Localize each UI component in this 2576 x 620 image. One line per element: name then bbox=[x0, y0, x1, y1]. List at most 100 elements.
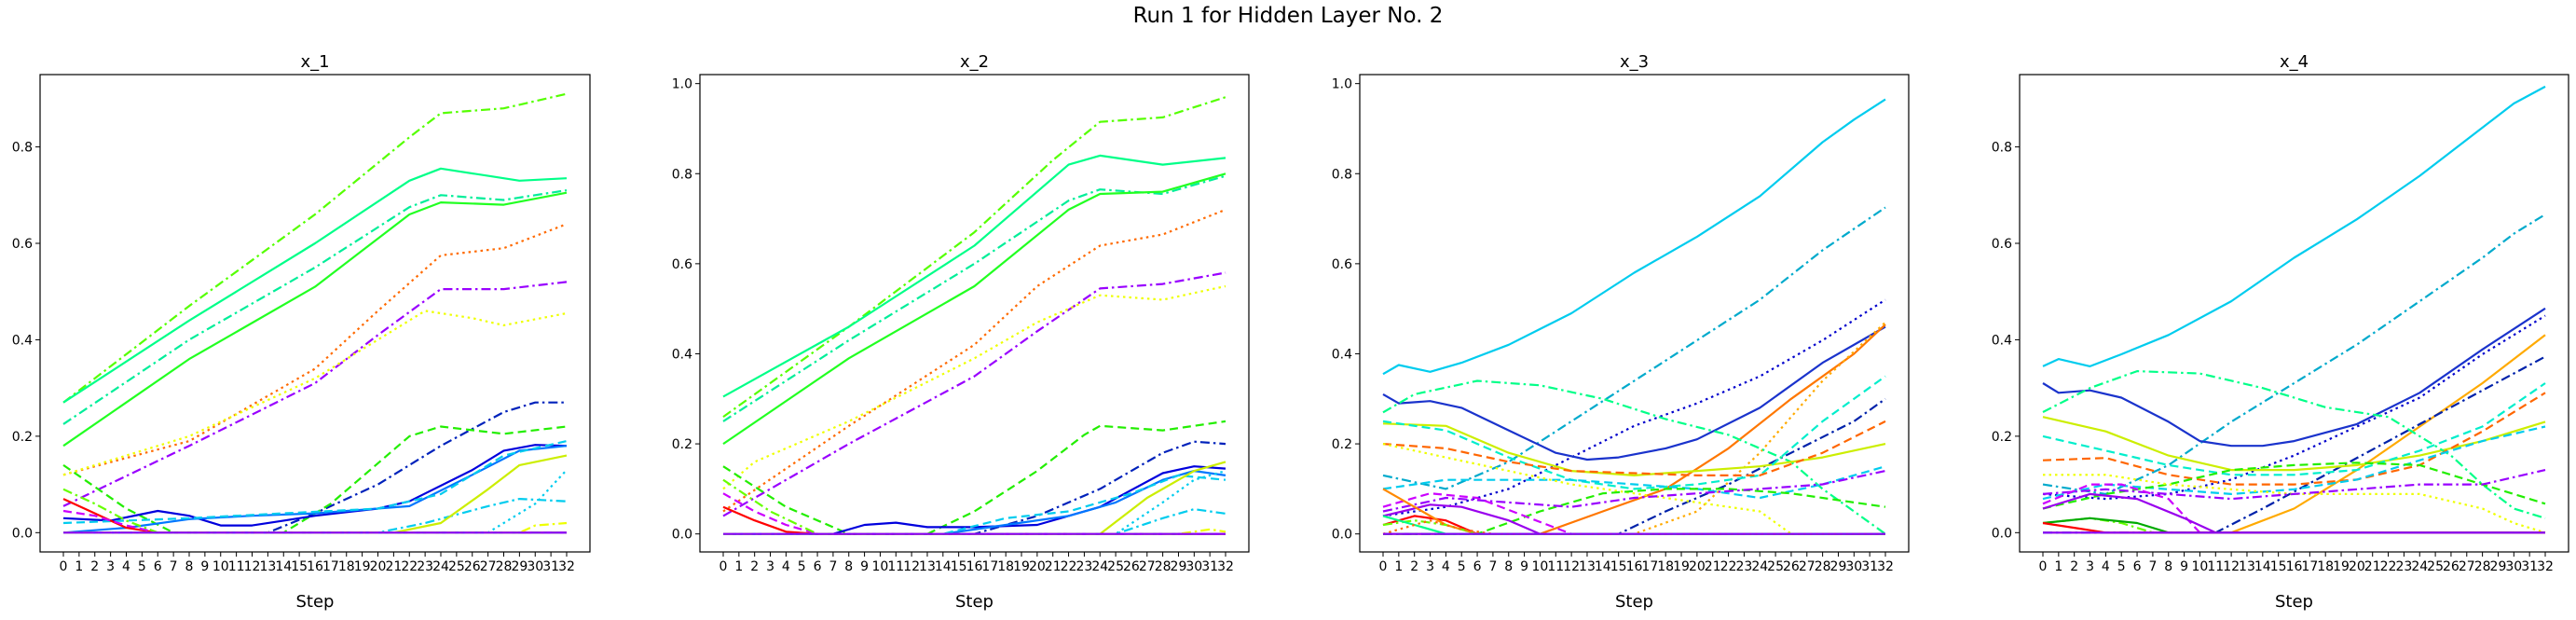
x-tick-label: 0 bbox=[1379, 559, 1388, 574]
y-tick-label: 0.0 bbox=[1332, 528, 1352, 543]
x-tick-label: 0 bbox=[2039, 559, 2048, 574]
x-tick-label: 10 bbox=[2192, 559, 2209, 574]
x-tick-label: 2 bbox=[1410, 559, 1418, 574]
series-line-1 bbox=[2042, 214, 2546, 495]
x-tick-label: 3 bbox=[766, 559, 774, 574]
x-tick-label: 28 bbox=[2474, 559, 2491, 574]
x-tick-label: 27 bbox=[480, 559, 497, 574]
x-tick-label: 18 bbox=[997, 559, 1014, 574]
y-tick-label: 0.6 bbox=[1992, 237, 2012, 252]
series-line-13 bbox=[1383, 488, 1886, 535]
x-tick-label: 16 bbox=[966, 559, 983, 574]
y-tick-label: 0.2 bbox=[12, 430, 33, 445]
series-line-7 bbox=[722, 420, 1226, 535]
series-group bbox=[1382, 98, 1886, 535]
x-tick-label: 8 bbox=[2164, 559, 2172, 574]
x-tick-label: 4 bbox=[1442, 559, 1450, 574]
x-tick-label: 26 bbox=[1783, 559, 1800, 574]
x-tick-label: 8 bbox=[185, 559, 194, 574]
series-group bbox=[2042, 85, 2546, 534]
series-line-11 bbox=[1382, 465, 1886, 500]
x-tick-label: 9 bbox=[860, 559, 869, 574]
series-line-10 bbox=[1382, 420, 1886, 476]
x-tick-label: 31 bbox=[542, 559, 559, 574]
x-tick-label: 21 bbox=[2364, 559, 2381, 574]
x-tick-label: 22 bbox=[1720, 559, 1737, 574]
x-tick-label: 20 bbox=[2349, 559, 2365, 574]
x-tick-label: 21 bbox=[385, 559, 402, 574]
x-tick-label: 25 bbox=[1767, 559, 1784, 574]
x-tick-label: 15 bbox=[2270, 559, 2287, 574]
chart-panel-x_4: 0 1 2 3 4 5 6 7 8 9 10 11 12 13 14 15 16 17 18 19 20 21 22 23 24… bbox=[1992, 52, 2569, 612]
series-line-3 bbox=[62, 191, 568, 448]
x-tick-label: 20 bbox=[1029, 559, 1046, 574]
x-tick-label: 8 bbox=[844, 559, 853, 574]
x-tick-label: 23 bbox=[1735, 559, 1752, 574]
y-tick-label: 0.0 bbox=[1992, 526, 2012, 541]
x-tick-label: 13 bbox=[2239, 559, 2255, 574]
x-tick-label: 13 bbox=[259, 559, 276, 574]
x-axis-label: Step bbox=[2275, 592, 2313, 612]
series-line-9 bbox=[1382, 375, 1886, 490]
series-line-5 bbox=[722, 271, 1226, 517]
series-line-0 bbox=[62, 92, 568, 404]
x-tick-label: 7 bbox=[829, 559, 837, 574]
x-tick-label: 1 bbox=[734, 559, 743, 574]
panel-title: x_4 bbox=[2280, 52, 2309, 72]
x-tick-label: 3 bbox=[2086, 559, 2094, 574]
series-line-8 bbox=[62, 425, 568, 534]
x-tick-label: 26 bbox=[1123, 559, 1140, 574]
x-tick-label: 25 bbox=[448, 559, 465, 574]
x-tick-label: 12 bbox=[244, 559, 261, 574]
series-line-17 bbox=[2042, 517, 2545, 534]
series-line-18 bbox=[63, 521, 568, 534]
x-tick-label: 28 bbox=[1155, 559, 1172, 574]
x-tick-label: 6 bbox=[814, 559, 822, 574]
x-tick-label: 16 bbox=[307, 559, 323, 574]
series-line-6 bbox=[1383, 397, 1886, 535]
y-tick-label: 0.2 bbox=[1992, 430, 2012, 445]
y-tick-label: 0.8 bbox=[12, 141, 33, 156]
x-tick-label: 3 bbox=[106, 559, 115, 574]
x-tick-label: 18 bbox=[1657, 559, 1674, 574]
series-line-13 bbox=[2042, 469, 2546, 501]
series-line-16 bbox=[62, 488, 567, 534]
series-line-9 bbox=[723, 465, 1226, 535]
series-line-8 bbox=[2042, 382, 2546, 476]
series-line-1 bbox=[722, 154, 1226, 398]
x-tick-label: 13 bbox=[919, 559, 936, 574]
x-tick-label: 19 bbox=[1013, 559, 1030, 574]
x-axis-label: Step bbox=[1615, 592, 1653, 612]
series-line-4 bbox=[62, 223, 568, 476]
series-line-17 bbox=[1382, 515, 1885, 535]
x-tick-label: 15 bbox=[951, 559, 967, 574]
x-tick-label: 11 bbox=[2207, 559, 2224, 574]
series-line-2 bbox=[2042, 307, 2546, 448]
x-tick-label: 11 bbox=[1547, 559, 1564, 574]
x-tick-label: 14 bbox=[935, 559, 952, 574]
x-tick-label: 16 bbox=[2286, 559, 2303, 574]
series-line-7 bbox=[63, 401, 567, 534]
x-tick-label: 16 bbox=[1626, 559, 1643, 574]
x-tick-label: 9 bbox=[200, 559, 209, 574]
x-tick-label: 11 bbox=[228, 559, 245, 574]
x-tick-label: 21 bbox=[1045, 559, 1062, 574]
series-line-3 bbox=[1382, 325, 1886, 462]
x-tick-label: 11 bbox=[887, 559, 904, 574]
series-line-3 bbox=[722, 172, 1226, 446]
x-tick-label: 2 bbox=[2070, 559, 2078, 574]
series-line-6 bbox=[62, 310, 568, 476]
series-line-17 bbox=[63, 469, 568, 534]
series-line-5 bbox=[1383, 321, 1886, 535]
x-tick-label: 23 bbox=[417, 559, 433, 574]
panel-title: x_3 bbox=[1620, 52, 1649, 72]
x-tick-label: 3 bbox=[1426, 559, 1434, 574]
x-tick-label: 2 bbox=[750, 559, 759, 574]
x-tick-label: 24 bbox=[1751, 559, 1768, 574]
x-tick-label: 22 bbox=[401, 559, 418, 574]
x-tick-label: 32 bbox=[1877, 559, 1894, 574]
x-tick-label: 24 bbox=[2411, 559, 2428, 574]
x-tick-label: 8 bbox=[1504, 559, 1513, 574]
x-tick-label: 30 bbox=[527, 559, 543, 574]
